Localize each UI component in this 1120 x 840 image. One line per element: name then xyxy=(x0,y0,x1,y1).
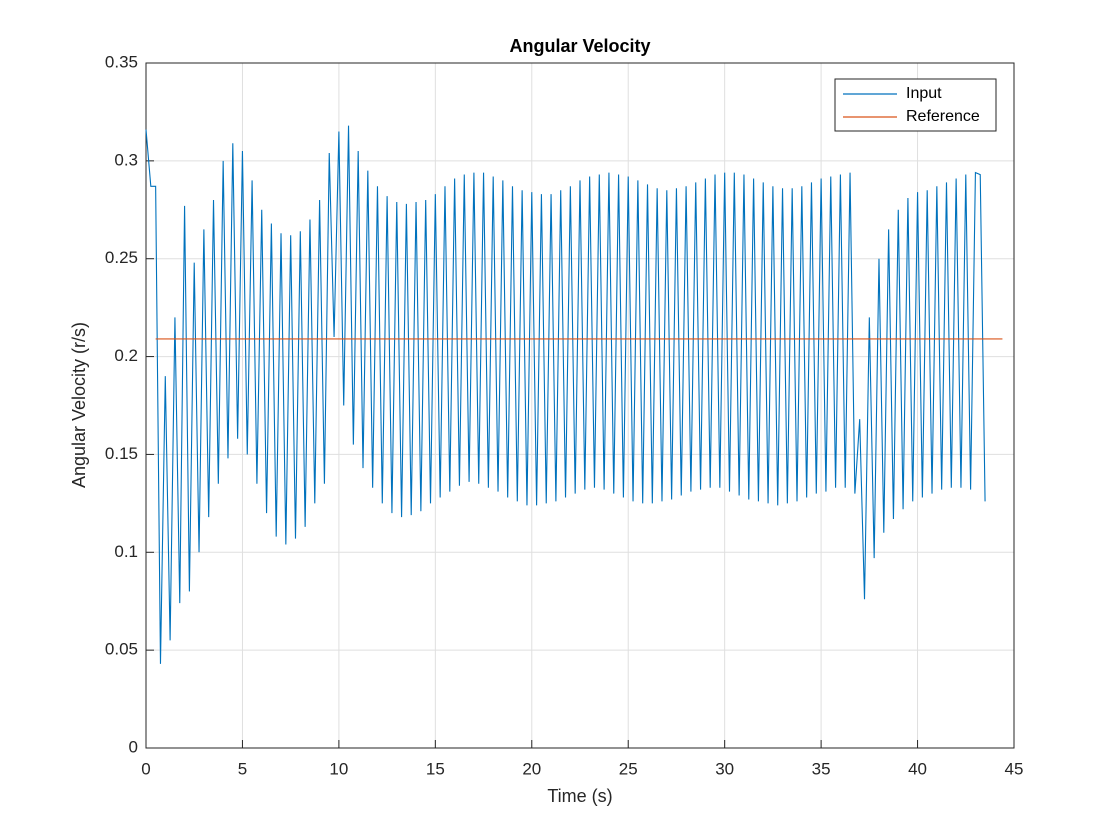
x-tick-label: 5 xyxy=(238,759,247,778)
y-tick-label: 0.3 xyxy=(114,150,138,169)
y-tick-label: 0.35 xyxy=(105,52,138,71)
y-tick-label: 0 xyxy=(129,737,138,756)
x-tick-label: 0 xyxy=(141,759,150,778)
y-tick-label: 0.05 xyxy=(105,640,138,659)
y-tick-label: 0.1 xyxy=(114,542,138,561)
x-tick-label: 10 xyxy=(329,759,348,778)
legend-label: Input xyxy=(906,85,942,102)
x-tick-label: 25 xyxy=(619,759,638,778)
y-tick-label: 0.15 xyxy=(105,444,138,463)
x-tick-label: 15 xyxy=(426,759,445,778)
x-tick-label: 20 xyxy=(522,759,541,778)
line xyxy=(145,125,986,664)
y-tick-label: 0.2 xyxy=(114,346,138,365)
legend-label: Reference xyxy=(906,108,980,125)
x-tick-label: 45 xyxy=(1005,759,1024,778)
legend-box xyxy=(834,78,997,132)
x-tick-label: 35 xyxy=(812,759,831,778)
x-tick-label: 30 xyxy=(715,759,734,778)
y-axis-label: Angular Velocity (r/s) xyxy=(69,322,89,488)
x-tick-label: 40 xyxy=(908,759,927,778)
plot-frame xyxy=(145,62,1015,749)
y-tick-label: 0.25 xyxy=(105,248,138,267)
x-axis-label: Time (s) xyxy=(547,786,612,806)
chart-title: Angular Velocity xyxy=(509,36,650,56)
